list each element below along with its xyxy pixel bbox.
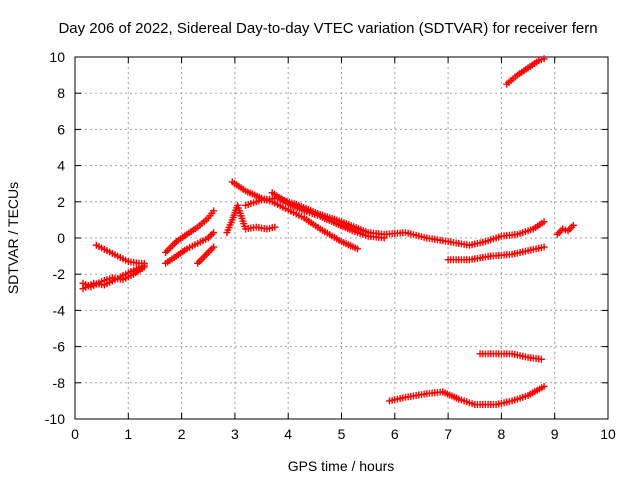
y-tick-label: 2 [57,194,65,210]
x-tick-label: 9 [551,426,559,442]
data-point [540,218,548,226]
series-arc-10 [268,189,388,242]
y-tick-label: 6 [57,121,65,137]
data-point [537,355,545,363]
x-tick-label: 5 [338,426,346,442]
y-tick-label: 0 [57,230,65,246]
x-tick-label: 7 [444,426,452,442]
y-tick-label: -8 [53,375,66,391]
y-tick-label: -6 [53,339,66,355]
series-arc-2 [79,261,148,293]
x-tick-label: 1 [124,426,132,442]
x-axis-label: GPS time / hours [288,458,395,474]
data-point [353,245,361,253]
series-arc-7 [223,201,279,237]
x-tick-label: 10 [600,426,616,442]
series-arc-3 [92,241,148,267]
data-point [540,382,548,390]
series-arc-6 [194,243,218,267]
data-point [380,234,388,242]
x-tick-label: 6 [391,426,399,442]
x-tick-label: 8 [498,426,506,442]
series-arc-12 [503,55,548,88]
grid [75,57,608,419]
axes: 0 1 2 3 4 5 6 7 8 9 10 -10 -8 -6 -4 -2 0 2 4 6 8 10 [45,49,616,442]
chart-title: Day 206 of 2022, Sidereal Day-to-day VTE… [58,20,597,37]
y-axis-label: SDTVAR / TECUs [5,182,21,294]
data-point [540,243,548,251]
data-point [210,207,218,215]
series-arc-9 [242,194,548,249]
series-arc-14 [476,350,545,363]
y-tick-label: 10 [49,49,65,65]
series-arc-11 [444,243,548,264]
y-tick-label: -2 [53,266,66,282]
x-tick-label: 3 [231,426,239,442]
plot-area [79,55,577,409]
y-tick-label: -10 [45,411,65,427]
data-point [210,229,218,237]
x-tick-label: 4 [284,426,292,442]
data-point [271,223,279,231]
data-point [569,221,577,229]
data-point [540,55,548,63]
y-tick-label: -4 [53,302,66,318]
series-arc-13 [553,221,577,238]
series-arc-5 [162,229,218,267]
data-point [210,243,218,251]
data-point [140,259,148,267]
y-tick-label: 8 [57,85,65,101]
series-arc-15 [385,382,548,409]
x-tick-label: 0 [71,426,79,442]
y-tick-label: 4 [57,158,65,174]
x-tick-label: 2 [178,426,186,442]
series-arc-4 [162,207,218,256]
